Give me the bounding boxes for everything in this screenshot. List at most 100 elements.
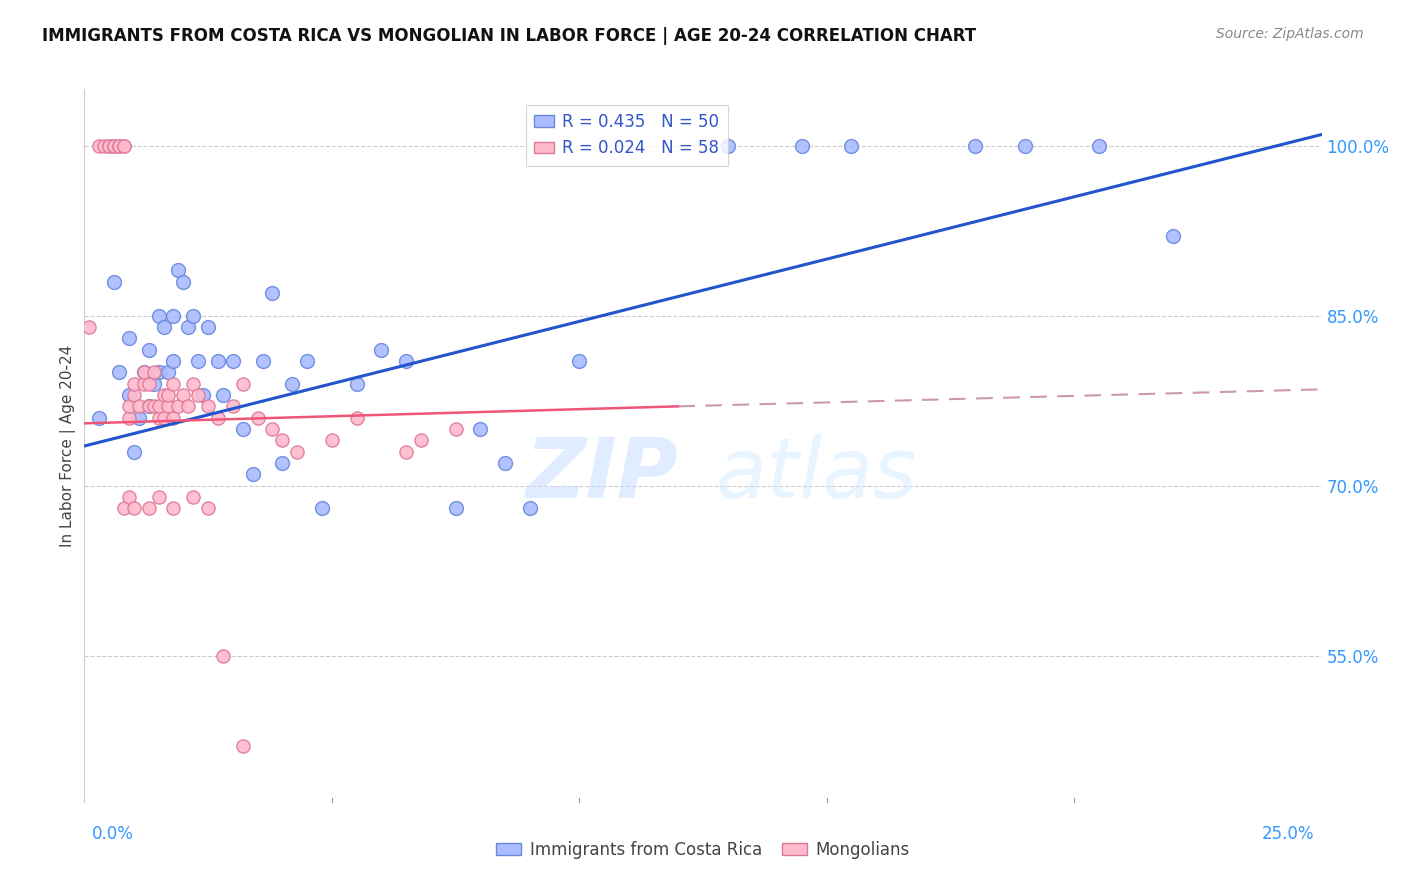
Point: [187, 388, 209, 402]
Point: [232, 739, 254, 754]
Point: [122, 444, 145, 458]
Point: [89, 138, 111, 153]
Point: [246, 410, 269, 425]
Point: [1088, 138, 1111, 153]
Point: [118, 490, 141, 504]
Point: [122, 388, 145, 402]
Point: [281, 376, 304, 391]
Point: [271, 456, 294, 470]
Point: [212, 388, 235, 402]
Point: [142, 400, 165, 414]
Point: [207, 354, 229, 368]
Point: [138, 400, 160, 414]
Point: [222, 354, 245, 368]
Y-axis label: In Labor Force | Age 20-24: In Labor Force | Age 20-24: [60, 345, 76, 547]
Point: [252, 354, 274, 368]
Point: [132, 376, 155, 391]
Point: [444, 422, 467, 436]
Point: [172, 388, 194, 402]
Point: [152, 388, 174, 402]
Point: [103, 138, 125, 153]
Point: [108, 138, 131, 153]
Point: [118, 331, 141, 345]
Point: [157, 388, 180, 402]
Point: [122, 501, 145, 516]
Legend: Immigrants from Costa Rica, Mongolians: Immigrants from Costa Rica, Mongolians: [489, 835, 917, 866]
Point: [138, 501, 160, 516]
Point: [118, 410, 141, 425]
Text: atlas: atlas: [716, 434, 917, 515]
Point: [232, 376, 254, 391]
Point: [187, 354, 209, 368]
Point: [103, 275, 125, 289]
Point: [232, 422, 254, 436]
Point: [181, 490, 204, 504]
Point: [142, 365, 165, 379]
Point: [346, 410, 368, 425]
Point: [222, 400, 245, 414]
Point: [172, 275, 194, 289]
Point: [162, 354, 184, 368]
Point: [444, 501, 467, 516]
Point: [191, 388, 214, 402]
Point: [98, 138, 121, 153]
Point: [242, 467, 264, 482]
Point: [138, 343, 160, 357]
Point: [138, 400, 160, 414]
Point: [167, 263, 190, 277]
Point: [197, 400, 219, 414]
Point: [346, 376, 368, 391]
Point: [148, 365, 170, 379]
Point: [142, 376, 165, 391]
Point: [177, 320, 200, 334]
Point: [295, 354, 318, 368]
Point: [128, 400, 150, 414]
Point: [108, 365, 131, 379]
Point: [148, 490, 170, 504]
Point: [162, 376, 184, 391]
Point: [157, 400, 180, 414]
Point: [79, 320, 101, 334]
Text: 25.0%: 25.0%: [1263, 825, 1315, 843]
Text: 0.0%: 0.0%: [91, 825, 134, 843]
Point: [197, 320, 219, 334]
Point: [1014, 138, 1036, 153]
Point: [262, 422, 284, 436]
Point: [262, 286, 284, 301]
Point: [162, 501, 184, 516]
Text: IMMIGRANTS FROM COSTA RICA VS MONGOLIAN IN LABOR FORCE | AGE 20-24 CORRELATION C: IMMIGRANTS FROM COSTA RICA VS MONGOLIAN …: [42, 27, 976, 45]
Point: [152, 320, 174, 334]
Point: [103, 138, 125, 153]
Point: [1161, 229, 1184, 244]
Point: [370, 343, 392, 357]
Point: [181, 309, 204, 323]
Point: [148, 309, 170, 323]
Point: [152, 410, 174, 425]
Point: [132, 365, 155, 379]
Point: [790, 138, 813, 153]
Point: [112, 138, 135, 153]
Point: [148, 410, 170, 425]
Point: [157, 365, 180, 379]
Text: ZIP: ZIP: [526, 434, 678, 515]
Point: [409, 434, 432, 448]
Point: [717, 138, 740, 153]
Point: [93, 138, 115, 153]
Point: [132, 365, 155, 379]
Point: [118, 400, 141, 414]
Point: [177, 400, 200, 414]
Point: [112, 501, 135, 516]
Point: [98, 138, 121, 153]
Point: [212, 648, 235, 663]
Point: [568, 354, 591, 368]
Point: [167, 400, 190, 414]
Text: Source: ZipAtlas.com: Source: ZipAtlas.com: [1216, 27, 1364, 41]
Point: [89, 410, 111, 425]
Point: [285, 444, 308, 458]
Point: [197, 501, 219, 516]
Point: [128, 410, 150, 425]
Point: [138, 376, 160, 391]
Point: [470, 422, 492, 436]
Point: [207, 410, 229, 425]
Point: [112, 138, 135, 153]
